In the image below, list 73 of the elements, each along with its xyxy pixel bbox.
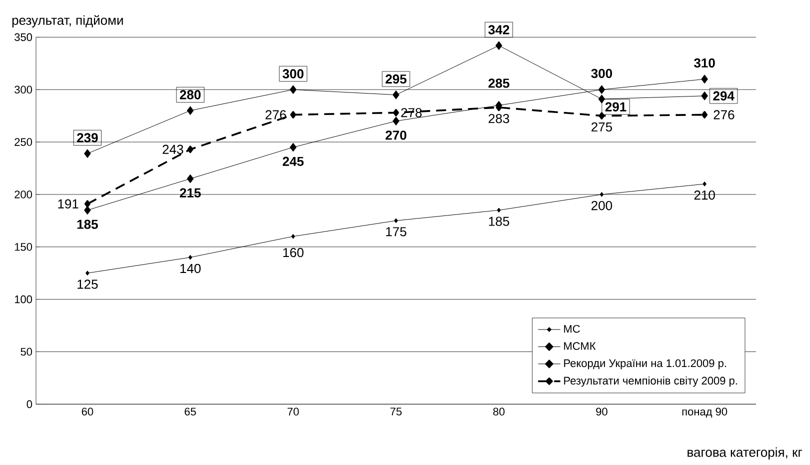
data-label: 239 bbox=[77, 133, 98, 142]
y-axis-title: результат, підйоми bbox=[12, 15, 123, 28]
y-tick-label: 0 bbox=[26, 400, 32, 408]
point bbox=[186, 106, 194, 116]
data-label: 294 bbox=[713, 91, 734, 100]
point bbox=[701, 74, 708, 84]
point bbox=[702, 182, 706, 186]
data-label: 270 bbox=[386, 130, 406, 140]
point bbox=[86, 270, 90, 276]
point bbox=[290, 142, 297, 152]
point bbox=[84, 200, 90, 208]
point bbox=[701, 91, 708, 100]
data-label: 300 bbox=[282, 69, 304, 78]
point bbox=[496, 208, 501, 213]
data-label: 160 bbox=[283, 248, 304, 258]
y-tick-label: 200 bbox=[14, 190, 32, 198]
legend-label: МСМК bbox=[564, 342, 596, 350]
point bbox=[598, 85, 606, 94]
data-label: 140 bbox=[180, 264, 201, 274]
x-tick-label: 60 bbox=[82, 408, 94, 416]
data-label: 291 bbox=[605, 102, 626, 112]
y-tick-label: 50 bbox=[20, 348, 32, 356]
x-tick-label: понад 90 bbox=[682, 408, 728, 418]
point bbox=[291, 234, 296, 239]
point bbox=[702, 111, 708, 118]
data-label: 310 bbox=[694, 58, 715, 68]
x-tick-label: 90 bbox=[596, 408, 608, 416]
data-label: 283 bbox=[488, 114, 510, 124]
data-label: 243 bbox=[162, 144, 184, 154]
data-label: 200 bbox=[592, 200, 612, 210]
legend-label: Рекорди України на 1.01.2009 р. bbox=[564, 359, 726, 370]
data-label: 276 bbox=[714, 110, 734, 120]
data-label: 275 bbox=[592, 122, 612, 132]
y-tick-label: 150 bbox=[14, 243, 32, 251]
x-axis-title: вагова категорія, кг bbox=[688, 447, 802, 460]
data-label: 191 bbox=[58, 199, 78, 208]
legend-label: МС bbox=[564, 324, 580, 333]
point bbox=[84, 206, 91, 215]
point bbox=[188, 254, 192, 260]
point bbox=[84, 149, 91, 158]
y-tick-label: 250 bbox=[14, 138, 32, 146]
x-tick-label: 70 bbox=[288, 408, 299, 416]
point bbox=[393, 108, 400, 116]
data-label: 215 bbox=[180, 188, 201, 198]
x-tick-label: 65 bbox=[184, 408, 196, 416]
data-label: 285 bbox=[488, 78, 510, 88]
x-tick-label: 80 bbox=[493, 408, 505, 416]
point bbox=[186, 174, 194, 184]
data-label: 300 bbox=[591, 68, 612, 78]
legend-label: Результати чемпіонів світу 2009 р. bbox=[564, 376, 737, 387]
data-label: 125 bbox=[78, 280, 98, 289]
data-label: 210 bbox=[694, 190, 715, 200]
point bbox=[290, 85, 297, 94]
point bbox=[290, 111, 296, 118]
point bbox=[392, 90, 400, 100]
point bbox=[495, 41, 502, 50]
data-label: 185 bbox=[489, 216, 510, 226]
y-tick-label: 300 bbox=[14, 86, 32, 94]
data-label: 295 bbox=[386, 74, 406, 84]
point bbox=[600, 192, 604, 197]
data-label: 342 bbox=[488, 25, 510, 34]
data-label: 175 bbox=[386, 227, 406, 236]
data-label: 245 bbox=[282, 156, 304, 166]
point bbox=[598, 94, 606, 104]
data-label: 280 bbox=[180, 90, 201, 100]
data-label: 185 bbox=[77, 220, 98, 229]
point bbox=[187, 146, 194, 154]
y-tick-label: 100 bbox=[14, 295, 32, 304]
point bbox=[598, 112, 605, 120]
x-tick-label: 75 bbox=[390, 408, 402, 416]
point bbox=[392, 116, 400, 126]
point bbox=[394, 218, 398, 224]
y-tick-label: 350 bbox=[14, 33, 32, 42]
